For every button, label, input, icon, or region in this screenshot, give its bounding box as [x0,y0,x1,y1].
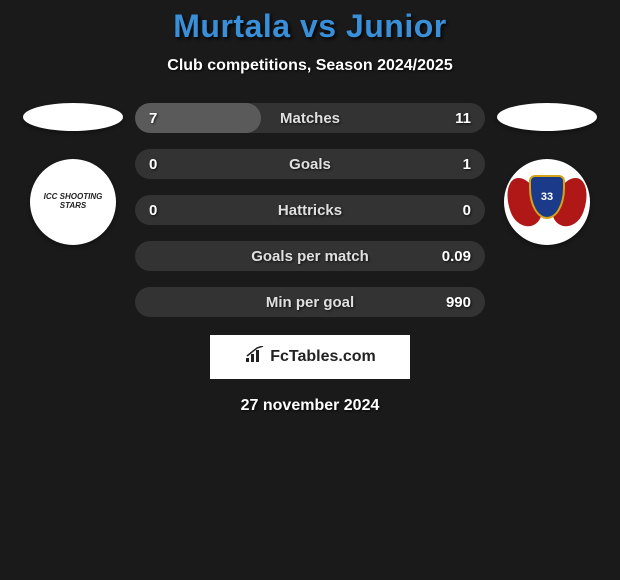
shield-number: 33 [541,191,553,203]
stat-label: Hattricks [278,202,342,219]
stat-value-right: 990 [446,294,471,311]
chart-icon [244,346,266,369]
main-row: ICC SHOOTING STARS 7 Matches 11 0 Goals 1 0 Hat… [0,103,620,317]
stat-value-left: 0 [149,202,157,219]
stat-value-right: 0 [463,202,471,219]
left-club-badge: ICC SHOOTING STARS [30,159,116,245]
stats-column: 7 Matches 11 0 Goals 1 0 Hattricks 0 Goals per ma… [135,103,485,317]
comparison-widget: Murtala vs Junior Club competitions, Sea… [0,0,620,415]
stat-bar: Min per goal 990 [135,287,485,317]
right-team-column: 33 [497,103,597,245]
left-badge-text: ICC SHOOTING STARS [30,193,116,211]
stat-bar: Goals per match 0.09 [135,241,485,271]
brand-text: FcTables.com [270,348,376,366]
stat-bar: 0 Goals 1 [135,149,485,179]
page-title: Murtala vs Junior [0,8,620,45]
right-club-badge: 33 [504,159,590,245]
left-flag-oval [23,103,123,131]
stat-label: Min per goal [266,294,354,311]
stat-value-right: 11 [455,110,471,127]
stat-value-left: 7 [149,110,157,127]
stat-bar: 7 Matches 11 [135,103,485,133]
right-badge-emblem: 33 [512,167,582,237]
stat-value-left: 0 [149,156,157,173]
stat-value-right: 0.09 [442,248,471,265]
stat-label: Goals per match [251,248,369,265]
stat-label: Matches [280,110,340,127]
date-line: 27 november 2024 [0,397,620,415]
right-flag-oval [497,103,597,131]
stat-bar: 0 Hattricks 0 [135,195,485,225]
subtitle: Club competitions, Season 2024/2025 [0,57,620,75]
stat-value-right: 1 [463,156,471,173]
brand-footer[interactable]: FcTables.com [210,335,410,379]
left-team-column: ICC SHOOTING STARS [23,103,123,245]
stat-label: Goals [289,156,331,173]
